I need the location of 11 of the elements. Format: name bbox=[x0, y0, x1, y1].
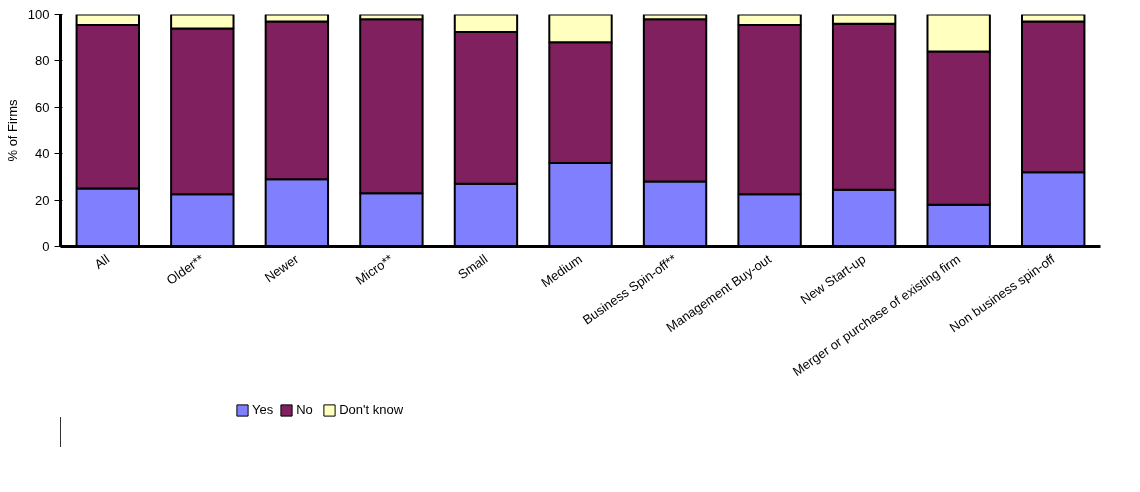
legend-label: Don't know bbox=[339, 402, 404, 417]
y-tick-label: 20 bbox=[35, 192, 50, 208]
y-tick-label: 80 bbox=[35, 53, 50, 69]
y-tick-label: 0 bbox=[42, 239, 50, 254]
legend-label: Yes bbox=[252, 402, 274, 417]
x-tick-label: All bbox=[91, 251, 113, 272]
y-axis-title: % of Firms bbox=[4, 98, 20, 162]
y-tick-label: 100 bbox=[27, 7, 50, 22]
y-tick-label: 40 bbox=[35, 146, 50, 162]
legend-label: No bbox=[296, 402, 314, 417]
y-tick-label: 60 bbox=[35, 99, 50, 115]
